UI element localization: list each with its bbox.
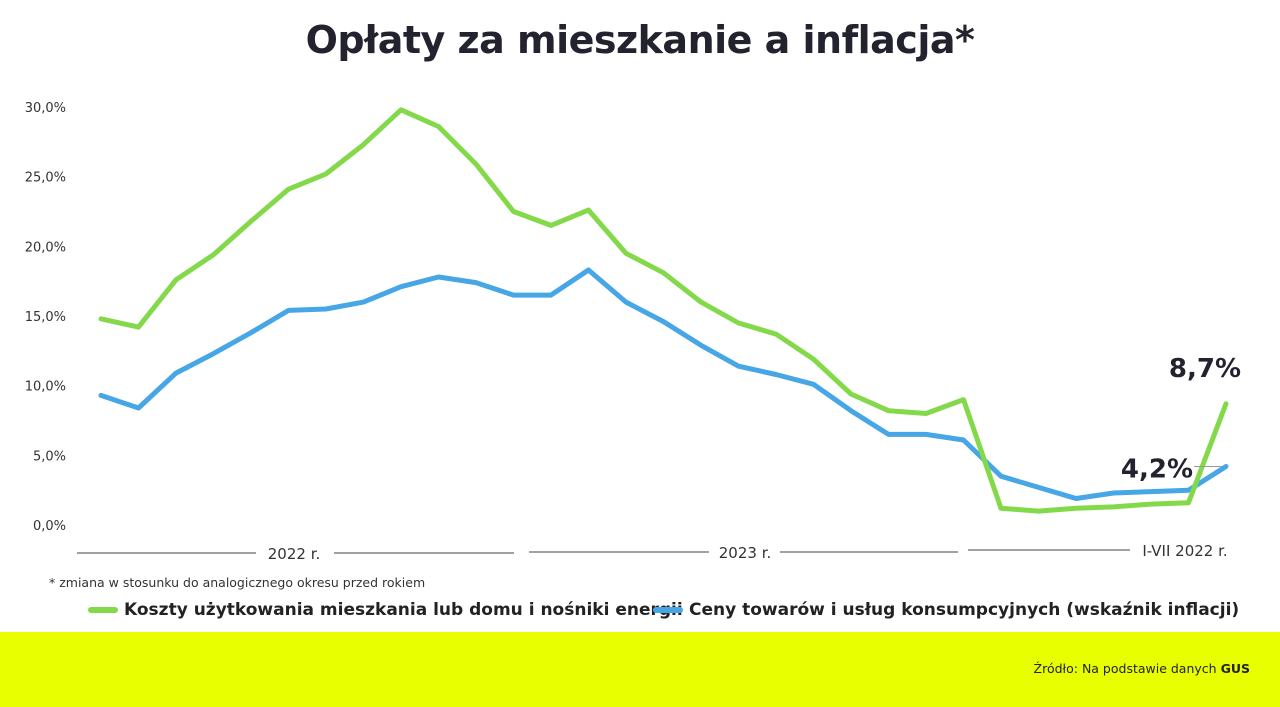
end-value-label: 8,7% bbox=[1169, 354, 1241, 384]
period-label: 2023 r. bbox=[719, 544, 772, 562]
legend-label-blue: Ceny towarów i usług konsumpcyjnych (wsk… bbox=[689, 600, 1240, 620]
legend: Koszty użytkowania mieszkania lub domu i… bbox=[0, 600, 1280, 626]
series-line bbox=[98, 267, 1229, 501]
legend-label-green: Koszty użytkowania mieszkania lub domu i… bbox=[124, 600, 683, 620]
end-value-label: 4,2% bbox=[1121, 454, 1193, 484]
period-label: I-VII 2022 r. bbox=[1142, 542, 1227, 560]
y-tick-label: 5,0% bbox=[33, 449, 66, 464]
legend-item-green: Koszty użytkowania mieszkania lub domu i… bbox=[88, 600, 683, 620]
source-bold: GUS bbox=[1220, 661, 1250, 676]
legend-swatch-green bbox=[88, 607, 118, 613]
footer-band: Źródło: Na podstawie danych GUS bbox=[0, 632, 1280, 707]
source-prefix: Źródło: Na podstawie danych bbox=[1033, 661, 1217, 676]
y-tick-label: 15,0% bbox=[25, 310, 66, 325]
y-axis: 0,0% 5,0% 10,0% 15,0% 20,0% 25,0% 30,0% bbox=[25, 101, 66, 534]
chart-title: Opłaty za mieszkanie a inflacja* bbox=[305, 18, 975, 62]
legend-swatch-blue bbox=[653, 607, 683, 613]
y-tick-label: 20,0% bbox=[25, 240, 66, 255]
source-note: Źródło: Na podstawie danych GUS bbox=[1034, 661, 1250, 676]
y-tick-label: 25,0% bbox=[25, 171, 66, 186]
y-tick-label: 30,0% bbox=[25, 101, 66, 116]
line-chart: 0,0% 5,0% 10,0% 15,0% 20,0% 25,0% 30,0% 2022 r… bbox=[25, 101, 1241, 563]
series-layer bbox=[98, 107, 1229, 514]
annotation-layer: 8,7% 4,2% bbox=[1121, 354, 1241, 485]
footnote: * zmiana w stosunku do analogicznego okr… bbox=[49, 575, 426, 590]
y-tick-label: 0,0% bbox=[33, 519, 66, 534]
period-axis: 2022 r. 2023 r. I-VII 2022 r. bbox=[77, 542, 1228, 563]
series-line bbox=[98, 107, 1229, 514]
y-tick-label: 10,0% bbox=[25, 380, 66, 395]
period-label: 2022 r. bbox=[268, 545, 321, 563]
legend-item-blue: Ceny towarów i usług konsumpcyjnych (wsk… bbox=[653, 600, 1239, 620]
